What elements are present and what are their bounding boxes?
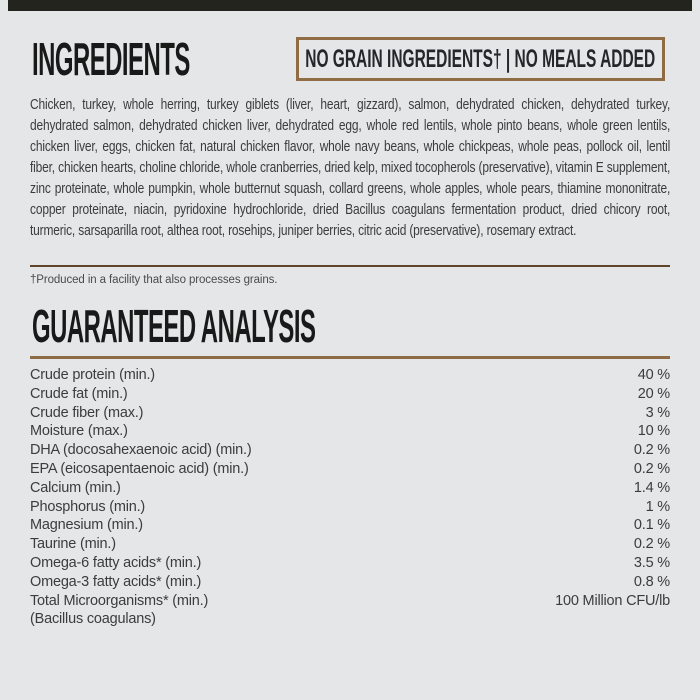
no-grain-badge-label: NO GRAIN INGREDIENTS† | NO MEALS ADDED [305,44,656,73]
analysis-value: 1 % [645,498,671,515]
analysis-value: 10 % [637,423,670,440]
analysis-value: 3.5 % [633,554,670,571]
no-grain-badge: NO GRAIN INGREDIENTS† | NO MEALS ADDED [296,37,665,81]
analysis-value: 20 % [637,385,670,402]
analysis-label: Phosphorus (min.) [30,498,146,515]
analysis-row-moisture: Moisture (max.) 10 % [30,422,670,441]
top-banner-strip [8,0,692,11]
analysis-row-phosphorus: Phosphorus (min.) 1 % [30,498,670,517]
analysis-label: DHA (docosahexaenoic acid) (min.) [30,442,252,459]
analysis-row-dha: DHA (docosahexaenoic acid) (min.) 0.2 % [30,441,670,460]
ingredients-section-title: INGREDIENTS [32,36,335,82]
analysis-label: Calcium (min.) [30,479,121,496]
analysis-label: Total Microorganisms* (min.) [30,592,209,609]
analysis-row-crude-fiber: Crude fiber (max.) 3 % [30,404,670,423]
analysis-label: Crude fiber (max.) [30,404,144,421]
analysis-value: 1.4 % [633,479,670,496]
analysis-value: 0.2 % [633,460,670,477]
analysis-label: Moisture (max.) [30,423,128,440]
guaranteed-analysis-title-text: GUARANTEED ANALYSIS [32,300,316,352]
analysis-divider [30,356,670,359]
analysis-value: 40 % [637,367,670,383]
ingredients-text: Chicken, turkey, whole herring, turkey g… [30,97,671,239]
footnote-divider [30,265,670,267]
analysis-label: Crude protein (min.) [30,367,155,383]
analysis-label: Crude fat (min.) [30,385,128,402]
analysis-label: Omega-3 fatty acids* (min.) [30,573,202,590]
analysis-label: Omega-6 fatty acids* (min.) [30,554,202,571]
analysis-row-omega-3: Omega-3 fatty acids* (min.) 0.8 % [30,573,670,592]
grain-facility-footnote: †Produced in a facility that also proces… [30,274,278,286]
guaranteed-analysis-section-title: GUARANTEED ANALYSIS [32,303,577,349]
analysis-value: 100 Million CFU/lb [555,592,670,609]
analysis-row-epa: EPA (eicosapentaenoic acid) (min.) 0.2 % [30,460,670,479]
analysis-value: 3 % [645,404,671,421]
analysis-label: Taurine (min.) [30,536,116,553]
analysis-row-magnesium: Magnesium (min.) 0.1 % [30,516,670,535]
analysis-label: Magnesium (min.) [30,517,143,534]
analysis-row-calcium: Calcium (min.) 1.4 % [30,479,670,498]
guaranteed-analysis-table: Crude protein (min.) 40 % Crude fat (min… [30,366,670,629]
analysis-row-crude-protein: Crude protein (min.) 40 % [30,366,670,385]
analysis-row-crude-fat: Crude fat (min.) 20 % [30,385,670,404]
analysis-value: 0.1 % [633,517,670,534]
analysis-value: 0.8 % [633,573,670,590]
ingredients-title-text: INGREDIENTS [32,33,190,85]
analysis-label: (Bacillus coagulans) [30,611,156,628]
analysis-row-bacillus-coagulans: (Bacillus coagulans) [30,610,670,629]
analysis-row-total-microorganisms: Total Microorganisms* (min.) 100 Million… [30,592,670,611]
analysis-value: 0.2 % [633,536,670,553]
analysis-label: EPA (eicosapentaenoic acid) (min.) [30,460,249,477]
analysis-value: 0.2 % [633,442,670,459]
analysis-row-omega-6: Omega-6 fatty acids* (min.) 3.5 % [30,554,670,573]
analysis-row-taurine: Taurine (min.) 0.2 % [30,535,670,554]
